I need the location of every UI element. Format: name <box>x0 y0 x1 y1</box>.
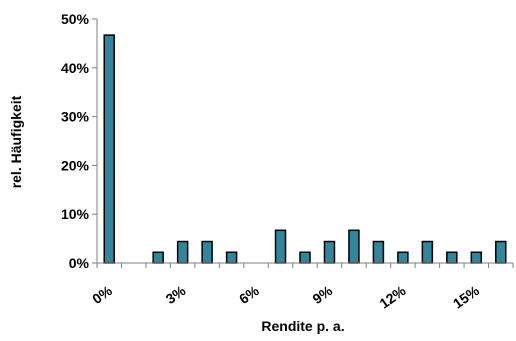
x-axis-title: Rendite p. a. <box>261 318 344 334</box>
x-tick-label: 15% <box>450 282 483 311</box>
y-tick-label: 30% <box>61 109 90 125</box>
bar <box>176 240 189 264</box>
y-tick-label: 0% <box>69 255 90 271</box>
bar <box>299 251 311 264</box>
x-tick-label: 12% <box>376 282 409 311</box>
x-tick-label: 9% <box>309 282 335 307</box>
bar <box>421 240 434 264</box>
bar <box>323 240 336 264</box>
bar <box>274 229 287 264</box>
bar <box>495 240 507 264</box>
y-tick-label: 40% <box>61 60 90 76</box>
x-tick-label: 0% <box>89 282 115 307</box>
y-tick-label: 50% <box>61 11 90 27</box>
y-tick-label: 20% <box>61 157 90 173</box>
bar <box>225 251 238 264</box>
y-axis-title: rel. Häufigkeit <box>8 95 24 188</box>
bar <box>201 240 213 264</box>
bar <box>446 251 458 264</box>
bar <box>372 240 385 264</box>
bar <box>348 229 360 264</box>
x-axis-ticks: 0% 3% 6% 9% 12% 15% <box>89 263 514 312</box>
bars <box>103 34 507 264</box>
bar <box>397 251 409 264</box>
bar <box>470 251 483 264</box>
bar <box>152 251 164 264</box>
x-tick-label: 3% <box>163 282 189 307</box>
bar <box>103 34 115 264</box>
y-tick-label: 10% <box>61 206 90 222</box>
y-axis-ticks: 0% 10% 20% 30% 40% 50% <box>61 11 97 271</box>
x-tick-label: 6% <box>236 282 262 307</box>
